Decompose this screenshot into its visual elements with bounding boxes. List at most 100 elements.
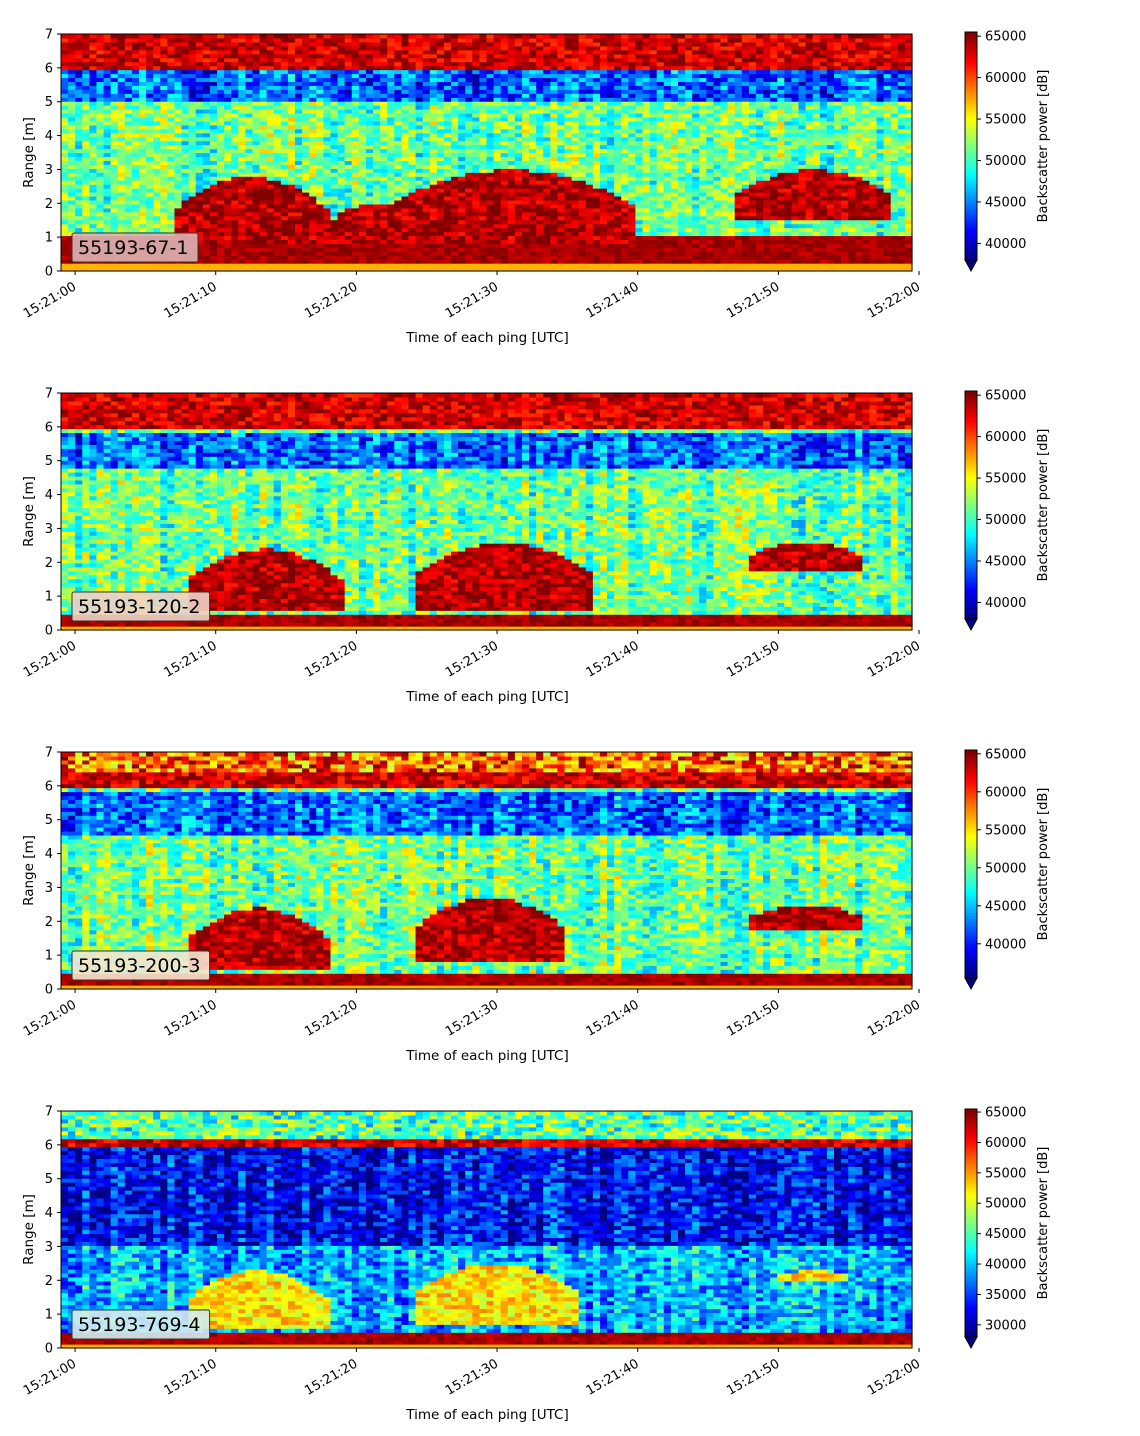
heatmap-cell xyxy=(316,38,324,43)
heatmap-cell xyxy=(522,149,530,154)
heatmap-cell xyxy=(96,196,104,201)
heatmap-cell xyxy=(387,259,395,264)
heatmap-cell xyxy=(153,172,161,177)
heatmap-cell xyxy=(543,255,551,260)
heatmap-cell xyxy=(565,58,573,63)
heatmap-cell xyxy=(444,121,452,126)
heatmap-cell xyxy=(472,129,480,134)
heatmap-cell xyxy=(139,89,147,94)
heatmap-cell xyxy=(132,204,140,209)
heatmap-cell xyxy=(338,38,346,43)
heatmap-cell xyxy=(550,58,558,63)
heatmap-cell xyxy=(394,74,402,79)
heatmap-cell xyxy=(607,168,615,173)
heatmap-cell xyxy=(295,117,303,122)
heatmap-cell xyxy=(345,50,353,55)
heatmap-cell xyxy=(196,42,204,47)
heatmap-cell xyxy=(600,117,608,122)
heatmap-cell xyxy=(89,208,97,213)
heatmap-cell xyxy=(366,46,374,51)
heatmap-cell xyxy=(586,212,594,217)
heatmap-cell xyxy=(394,239,402,244)
heatmap-cell xyxy=(614,58,622,63)
heatmap-cell xyxy=(444,224,452,229)
heatmap-cell xyxy=(586,176,594,181)
heatmap-cell xyxy=(529,145,537,150)
heatmap-cell xyxy=(643,204,651,209)
heatmap-cell xyxy=(104,192,112,197)
heatmap-cell xyxy=(245,164,253,169)
heatmap-cell xyxy=(68,129,76,134)
heatmap-cell xyxy=(600,54,608,59)
heatmap-cell xyxy=(458,109,466,114)
heatmap-cell xyxy=(61,153,69,158)
heatmap-cell xyxy=(430,93,438,98)
heatmap-cell xyxy=(345,228,353,233)
heatmap-cell xyxy=(550,204,558,209)
heatmap-cell xyxy=(139,263,147,268)
heatmap-cell xyxy=(245,149,253,154)
heatmap-cell xyxy=(224,247,232,252)
heatmap-cell xyxy=(543,62,551,67)
heatmap-cell xyxy=(515,164,523,169)
heatmap-cell xyxy=(408,66,416,71)
heatmap-cell xyxy=(437,105,445,110)
heatmap-cell xyxy=(217,149,225,154)
heatmap-cell xyxy=(380,160,388,165)
heatmap-cell xyxy=(550,74,558,79)
heatmap-cell xyxy=(565,200,573,205)
heatmap-cell xyxy=(96,77,104,82)
heatmap-cell xyxy=(635,168,643,173)
heatmap-cell xyxy=(479,196,487,201)
heatmap-cell xyxy=(167,74,175,79)
heatmap-cell xyxy=(366,141,374,146)
heatmap-cell xyxy=(210,141,218,146)
heatmap-cell xyxy=(260,125,268,130)
heatmap-cell xyxy=(174,208,182,213)
heatmap-cell xyxy=(614,109,622,114)
heatmap-cell xyxy=(529,153,537,158)
heatmap-cell xyxy=(366,105,374,110)
heatmap-cell xyxy=(189,66,197,71)
heatmap-cell xyxy=(557,263,565,268)
heatmap-cell xyxy=(643,180,651,185)
heatmap-cell xyxy=(416,188,424,193)
heatmap-cell xyxy=(529,121,537,126)
heatmap-cell xyxy=(153,117,161,122)
heatmap-cell xyxy=(224,196,232,201)
heatmap-cell xyxy=(146,192,154,197)
heatmap-cell xyxy=(366,255,374,260)
heatmap-cell xyxy=(550,235,558,240)
heatmap-cell xyxy=(252,204,260,209)
heatmap-cell xyxy=(408,192,416,197)
heatmap-cell xyxy=(465,38,473,43)
heatmap-cell xyxy=(203,129,211,134)
heatmap-cell xyxy=(309,81,317,86)
heatmap-cell xyxy=(111,101,119,106)
heatmap-cell xyxy=(380,66,388,71)
heatmap-cell xyxy=(89,117,97,122)
heatmap-cell xyxy=(309,117,317,122)
heatmap-cell xyxy=(359,168,367,173)
heatmap-cell xyxy=(132,168,140,173)
heatmap-cell xyxy=(274,145,282,150)
heatmap-cell xyxy=(635,85,643,90)
heatmap-cell xyxy=(146,50,154,55)
heatmap-cell xyxy=(359,220,367,225)
heatmap-cell xyxy=(487,85,495,90)
heatmap-cell xyxy=(600,66,608,71)
heatmap-cell xyxy=(380,77,388,82)
heatmap-cell xyxy=(472,66,480,71)
heatmap-cell xyxy=(593,62,601,67)
heatmap-cell xyxy=(536,176,544,181)
heatmap-cell xyxy=(380,74,388,79)
heatmap-cell xyxy=(444,196,452,201)
heatmap-cell xyxy=(316,168,324,173)
heatmap-cell xyxy=(508,156,516,161)
heatmap-cell xyxy=(451,149,459,154)
heatmap-cell xyxy=(104,105,112,110)
heatmap-cell xyxy=(543,113,551,118)
heatmap-cell xyxy=(274,58,282,63)
heatmap-cell xyxy=(472,160,480,165)
heatmap-cell xyxy=(394,101,402,106)
